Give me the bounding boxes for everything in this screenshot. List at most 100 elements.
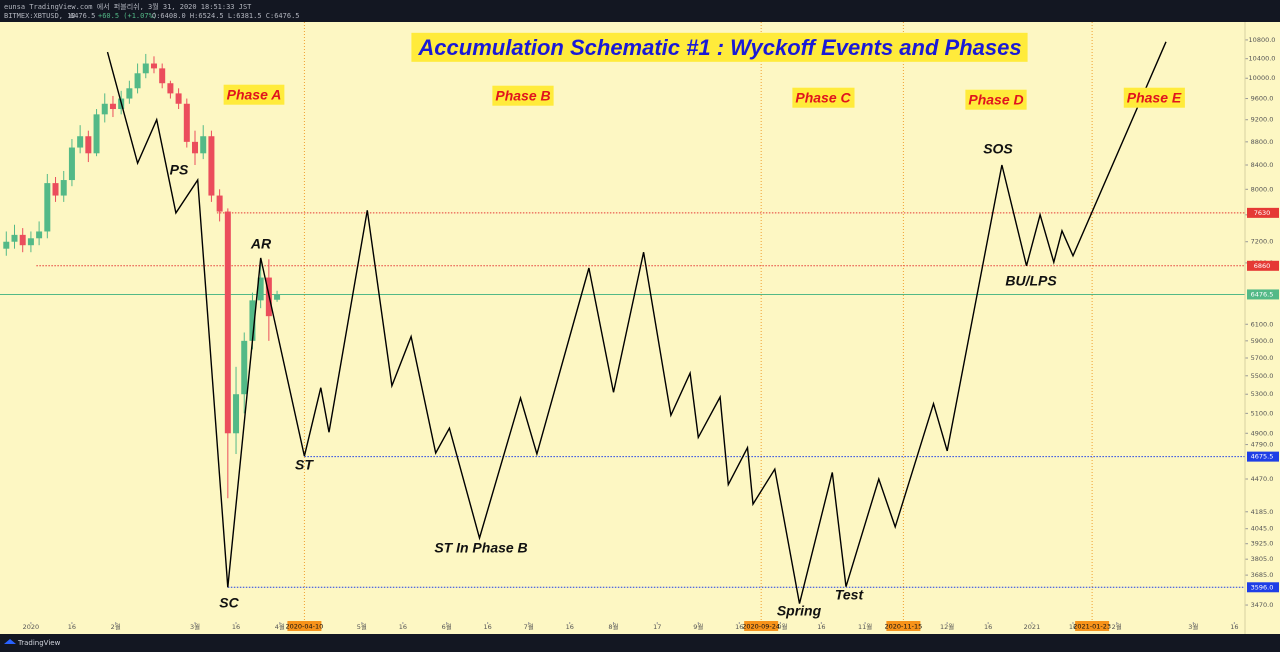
header-bar [0,0,1280,22]
candle-body [3,241,10,249]
x-tick-label: 8월 [608,622,618,631]
x-tick-label: 16 [232,623,240,631]
candle-body [93,114,100,154]
x-tick-label: 3월 [190,622,200,631]
phase-label-box [492,85,554,106]
date-tag-label: 2020-11-15 [885,623,923,631]
phase-label-box [792,87,855,108]
x-tick-label: 16 [817,623,825,631]
y-tick-label: 4045.0 [1251,525,1274,533]
event-label: ST [295,457,314,473]
y-tick-label: 8400.0 [1251,161,1274,169]
phase-label: Phase B [495,88,550,104]
x-tick-label: 16 [1230,623,1238,631]
chart-title: Accumulation Schematic #1 : Wyckoff Even… [417,35,1021,60]
y-tick-label: 4790.0 [1251,441,1274,449]
price-tag [1247,260,1279,271]
x-tick-label: 7월 [524,622,534,631]
y-tick-label: 4900.0 [1251,429,1274,437]
y-tick-label: 6100.0 [1251,320,1274,328]
event-label: AR [250,236,272,252]
x-tick-label: 16 [484,623,492,631]
price-tag [1247,451,1279,462]
y-tick-label: 5900.0 [1251,337,1274,345]
plot-background [0,22,1280,634]
phase-label: Phase A [227,87,282,103]
x-tick-label: 5월 [357,622,367,631]
candle-body [150,63,157,69]
y-tick-label: 5300.0 [1251,390,1274,398]
price-tag [1247,289,1279,300]
schematic-line [106,41,1167,604]
candle-body [200,136,207,154]
y-tick-label: 3805.0 [1251,555,1274,563]
candle-body [19,234,26,246]
y-tick-label: 10000.0 [1249,74,1276,82]
brand[interactable]: TradingView [17,639,61,647]
y-tick-label: 5100.0 [1251,409,1274,417]
x-tick-label: 6월 [442,622,452,631]
candle-body [159,68,166,84]
date-tag [886,621,921,631]
candle-body [36,231,43,239]
event-label: SOS [983,141,1013,157]
event-label: Test [835,587,865,603]
candle-body [142,63,149,74]
price-tag [1247,582,1279,593]
candle-body [183,103,190,142]
y-tick-label: 10400.0 [1249,55,1276,63]
x-tick-label: 12월 [940,622,954,631]
chart-title-box [411,32,1028,62]
candle-body [175,93,182,104]
x-tick-label: 2021 [1024,623,1041,631]
price-tag-label: 6476.5 [1251,290,1274,298]
y-tick-label: 3925.0 [1251,540,1274,548]
price-tag-label: 4675.5 [1251,453,1274,461]
candle-body [241,340,248,395]
y-tick-label: 8800.0 [1251,138,1274,146]
x-tick-label: 16 [1069,623,1077,631]
y-tick-label: 3470.0 [1251,601,1274,609]
candle-body [257,277,264,301]
candle-body [60,180,67,196]
x-tick-label: 2월 [1112,622,1122,631]
candle-body [11,234,18,242]
y-tick-label: 4470.0 [1251,475,1274,483]
price-tag-label: 6860 [1254,262,1271,270]
event-label: ST In Phase B [434,540,527,556]
y-tick-label: 5700.0 [1251,354,1274,362]
candle-body [224,211,231,434]
candle-body [85,136,92,154]
y-tick-label: 8000.0 [1251,185,1274,193]
date-tag [287,621,322,631]
candle-body [216,195,223,212]
date-tag-label: 2020-04-10 [286,623,324,631]
price-tag [1247,207,1279,218]
x-tick-label: 9월 [693,622,703,631]
x-tick-label: 17 [653,623,661,631]
candle-body [44,183,51,232]
y-tick-label: 4185.0 [1251,508,1274,516]
date-tag-label: 2021-01-23 [1073,623,1111,631]
x-tick-label: 16 [399,623,407,631]
event-label: PS [170,162,189,178]
y-tick-label: 9200.0 [1251,116,1274,124]
candle-body [249,300,256,341]
candle-body [101,103,108,115]
candle-body [68,147,75,181]
y-tick-label: 3685.0 [1251,571,1274,579]
phase-label-box [223,84,285,105]
phase-label: Phase C [795,90,851,106]
candle-body [27,238,34,246]
footer-bar [0,634,1280,652]
event-label: BU/LPS [1005,273,1057,289]
candle-body [77,136,84,148]
candle-body [192,141,199,154]
candle-body [134,73,141,89]
logo [4,639,16,644]
event-label: Spring [777,603,822,619]
date-tag [1075,621,1110,631]
phase-label: Phase E [1127,90,1182,106]
